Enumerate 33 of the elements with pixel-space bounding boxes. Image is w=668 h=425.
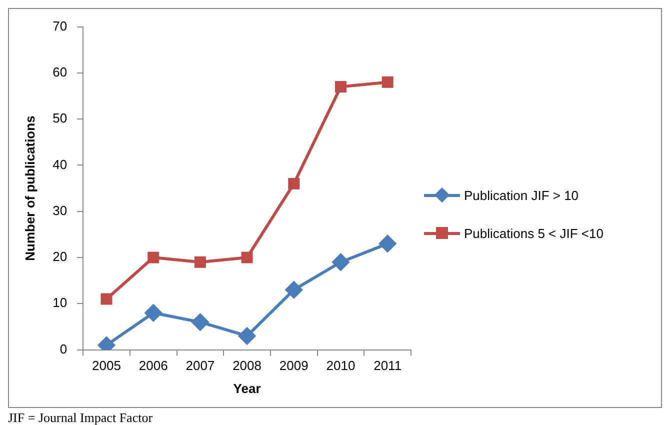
y-tick-label: 10 bbox=[52, 295, 68, 310]
point bbox=[334, 81, 346, 93]
x-tick-label: 2010 bbox=[326, 358, 356, 374]
y-tick-label: 50 bbox=[52, 110, 68, 126]
point bbox=[288, 178, 300, 190]
y-tick-label: 0 bbox=[60, 341, 68, 356]
x-tick-label: 2011 bbox=[374, 358, 402, 374]
point bbox=[382, 76, 394, 88]
point bbox=[379, 235, 396, 252]
point bbox=[285, 281, 302, 298]
y-tick-label: 60 bbox=[52, 64, 68, 80]
y-axis-title: Number of publications bbox=[22, 116, 38, 261]
point bbox=[192, 314, 209, 331]
text: JIF = Journal Impact Factor bbox=[8, 410, 154, 425]
point bbox=[241, 252, 253, 264]
point bbox=[148, 252, 160, 264]
point bbox=[100, 293, 112, 305]
x-tick-label: 2008 bbox=[232, 358, 262, 374]
x-tick-label: 2005 bbox=[92, 358, 121, 374]
x-tick-label: 2006 bbox=[138, 358, 168, 374]
x-axis-title: Year bbox=[233, 380, 261, 396]
legend-label: Publications 5 < JIF <10 bbox=[464, 226, 604, 240]
point bbox=[332, 254, 350, 271]
y-tick-label: 70 bbox=[52, 18, 68, 34]
y-tick-label: 30 bbox=[52, 202, 68, 218]
y-tick-label: 40 bbox=[52, 156, 68, 172]
x-tick-label: 2009 bbox=[279, 358, 308, 374]
point bbox=[194, 256, 206, 268]
point bbox=[238, 327, 256, 344]
y-tick-label: 20 bbox=[52, 249, 68, 264]
point bbox=[144, 304, 162, 322]
legend-label: Publication JIF > 10 bbox=[464, 188, 579, 202]
x-tick-label: 2007 bbox=[186, 358, 215, 374]
